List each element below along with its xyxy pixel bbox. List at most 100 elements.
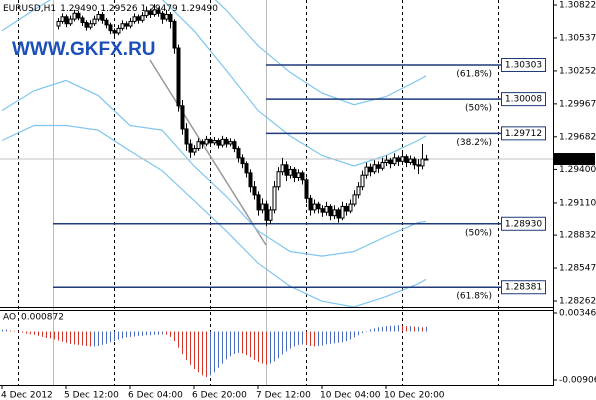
- indicator-name: AO: [3, 313, 16, 323]
- fib-price: 1.30303: [505, 61, 542, 71]
- candle-body: [132, 16, 137, 22]
- candle-body: [356, 186, 361, 196]
- header-price: 1.29526: [100, 4, 137, 14]
- candle-body: [324, 205, 329, 213]
- symbol: EURUSD,H1: [3, 4, 56, 14]
- candle-body: [400, 156, 405, 162]
- candles: [56, 4, 429, 227]
- fib-percent: (61.8%): [456, 70, 492, 80]
- candle-body: [236, 148, 241, 159]
- header: EURUSD,H1 1.29490 1.29526 1.29479 1.29490: [3, 4, 218, 14]
- candle-body: [128, 20, 133, 27]
- candle-body: [180, 105, 185, 130]
- candle-body: [108, 24, 113, 32]
- candle-body: [344, 205, 349, 212]
- fib-price-box: [501, 280, 546, 295]
- header-price: 1.29490: [181, 4, 218, 14]
- candle-body: [404, 156, 409, 163]
- candle-body: [348, 203, 353, 212]
- candle-body: [164, 13, 169, 20]
- y-tick-label: 1.30252: [559, 66, 596, 76]
- candle-body: [272, 186, 277, 211]
- fib-percent: (61.8%): [456, 292, 492, 302]
- candle-body: [260, 203, 265, 211]
- fib-price-box: [501, 58, 546, 73]
- candle-body: [84, 22, 89, 28]
- candle-body: [184, 128, 189, 145]
- y-tick-label: 1.28547: [559, 264, 596, 274]
- candle-body: [228, 141, 233, 145]
- candle-body: [100, 13, 105, 21]
- candle-body: [296, 172, 301, 179]
- candle-body: [364, 166, 369, 176]
- candle-body: [388, 159, 393, 165]
- candle-body: [240, 157, 245, 165]
- candle-body: [268, 209, 273, 221]
- candle-body: [208, 138, 213, 144]
- y-tick-label: 1.28262: [559, 297, 596, 307]
- header-price: 1.29479: [141, 4, 178, 14]
- bands: [0, 0, 553, 307]
- candle-body: [284, 164, 289, 176]
- x-tick-label: 4 Dec 2012: [1, 391, 53, 400]
- candle-body: [252, 186, 257, 196]
- fib-price: 1.30008: [505, 95, 542, 105]
- candle-body: [64, 16, 69, 25]
- fib-price-box: [501, 216, 546, 231]
- candle-body: [76, 12, 81, 19]
- candle-body: [300, 172, 305, 181]
- candle-body: [148, 10, 153, 15]
- candle-body: [68, 18, 73, 25]
- y-tick-label: 1.30822: [559, 1, 596, 11]
- candle-body: [204, 138, 209, 145]
- candle-body: [200, 141, 205, 145]
- candle-body: [308, 197, 313, 211]
- candle-body: [176, 47, 181, 107]
- candle-body: [256, 194, 261, 211]
- candle-body: [424, 158, 429, 161]
- candle-body: [244, 163, 249, 174]
- candle-body: [188, 143, 193, 153]
- candle-body: [264, 203, 269, 221]
- y-tick-label: 1.29682: [559, 132, 596, 142]
- candle-body: [88, 23, 93, 28]
- y-tick-label: 1.28832: [559, 231, 596, 241]
- candle-body: [392, 157, 397, 165]
- candle-body: [340, 205, 345, 219]
- fib-percent: (38.2%): [456, 138, 492, 148]
- candle-body: [168, 13, 173, 22]
- candle-body: [220, 138, 225, 146]
- candle-body: [172, 20, 177, 49]
- candle-body: [144, 10, 149, 17]
- candle-body: [396, 157, 401, 162]
- bid-label: 1.29490: [557, 155, 594, 165]
- candle-body: [216, 140, 221, 146]
- fib-percent: (50%): [465, 104, 492, 114]
- candle-body: [136, 16, 141, 21]
- fib-price-box: [501, 92, 546, 107]
- candle-body: [124, 23, 129, 27]
- indicator: [2, 325, 427, 378]
- candle-body: [336, 209, 341, 219]
- candle-body: [304, 179, 309, 199]
- candle-body: [120, 23, 125, 29]
- candle-body: [160, 12, 165, 20]
- indicator-y-tick-label: -0.00906: [559, 376, 596, 386]
- candle-body: [372, 164, 377, 173]
- candle-body: [352, 194, 357, 205]
- x-tick-label: 10 Dec 20:00: [384, 391, 445, 400]
- candle-body: [80, 17, 85, 24]
- x-tick-label: 6 Dec 20:00: [192, 391, 247, 400]
- candle-body: [288, 168, 293, 176]
- bid-box: [554, 153, 595, 166]
- candle-body: [368, 166, 373, 173]
- watermark: WWW.GKFX.RU: [12, 39, 156, 60]
- candle-body: [232, 141, 237, 150]
- candle-body: [104, 19, 109, 26]
- candle-body: [152, 9, 157, 15]
- band-line: [1, 124, 427, 307]
- fib-price: 1.28381: [505, 283, 542, 293]
- candle-body: [112, 30, 117, 34]
- band-line: [1, 79, 427, 257]
